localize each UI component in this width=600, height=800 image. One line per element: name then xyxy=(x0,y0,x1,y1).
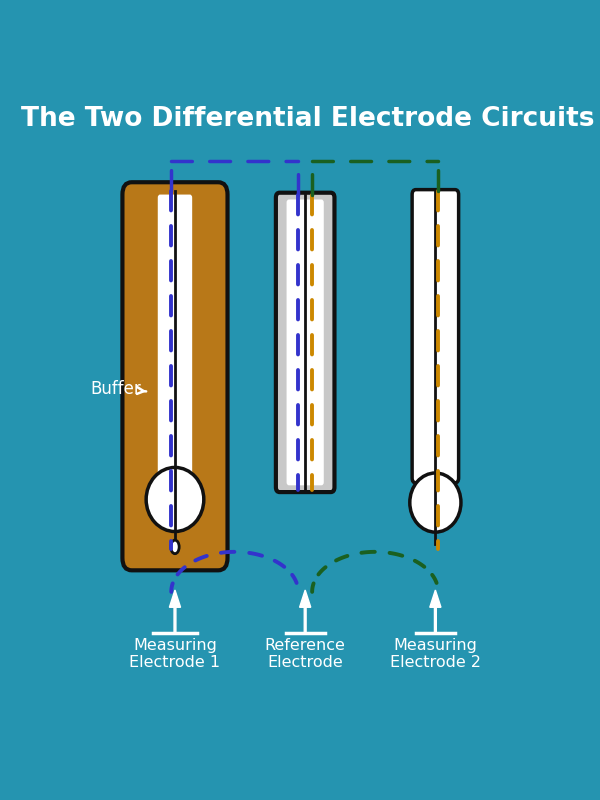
Ellipse shape xyxy=(410,473,461,532)
FancyBboxPatch shape xyxy=(122,182,227,570)
FancyBboxPatch shape xyxy=(287,199,324,486)
Text: Measuring
Electrode 2: Measuring Electrode 2 xyxy=(390,638,481,670)
Ellipse shape xyxy=(146,467,204,531)
Text: Buffer: Buffer xyxy=(90,379,146,398)
Ellipse shape xyxy=(171,540,179,554)
FancyArrow shape xyxy=(299,590,311,633)
FancyArrow shape xyxy=(430,590,441,633)
FancyBboxPatch shape xyxy=(276,193,334,492)
Text: Measuring
Electrode 1: Measuring Electrode 1 xyxy=(130,638,221,670)
Text: The Two Differential Electrode Circuits: The Two Differential Electrode Circuits xyxy=(21,106,594,132)
FancyBboxPatch shape xyxy=(412,190,458,483)
FancyBboxPatch shape xyxy=(416,478,455,502)
FancyBboxPatch shape xyxy=(158,194,192,481)
FancyBboxPatch shape xyxy=(160,478,190,499)
FancyArrow shape xyxy=(169,590,181,633)
Text: Reference
Electrode: Reference Electrode xyxy=(265,638,346,670)
